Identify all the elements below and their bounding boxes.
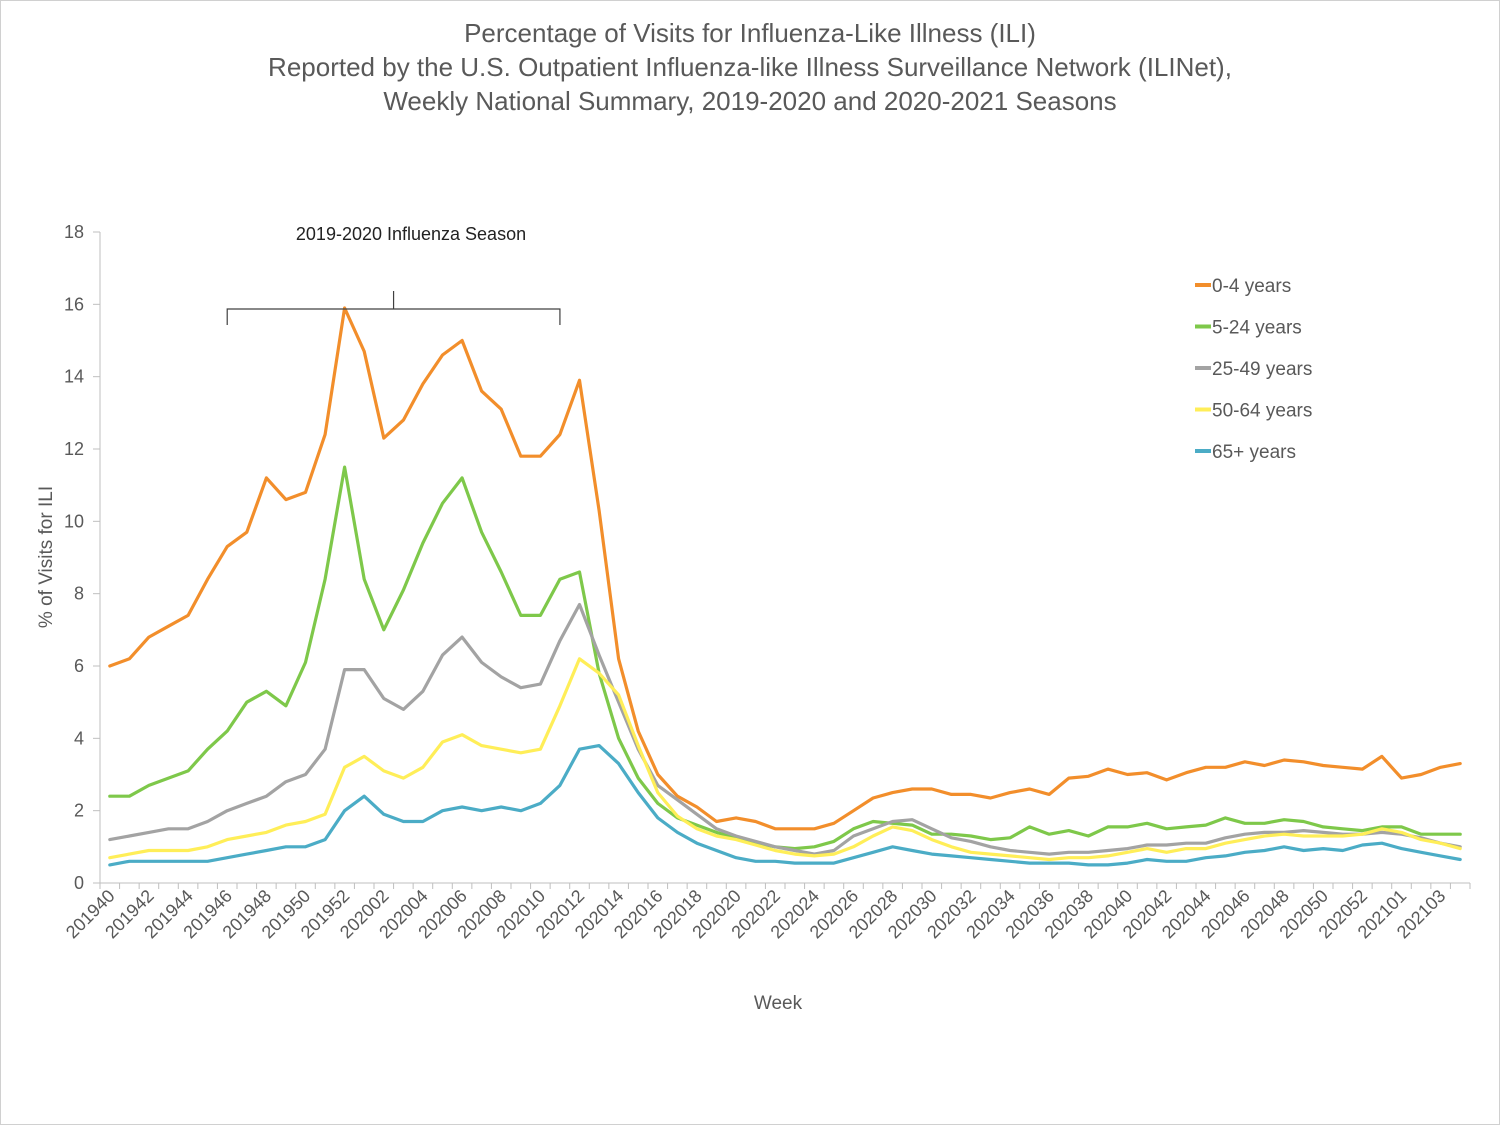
chart-title-line-2: Reported by the U.S. Outpatient Influenz… <box>268 52 1232 82</box>
y-tick-label: 12 <box>64 439 84 459</box>
series-lines <box>108 306 1462 867</box>
series-line-50-64-years <box>108 657 1462 862</box>
y-tick-label: 16 <box>64 294 84 314</box>
y-tick-label: 8 <box>74 584 84 604</box>
legend-label-0-4-years: 0-4 years <box>1212 276 1291 297</box>
y-tick-label: 18 <box>64 222 84 242</box>
season-annotation: 2019-2020 Influenza Season <box>226 224 561 325</box>
series-line-5-24-years <box>108 465 1462 851</box>
series-line-65plus-years <box>108 743 1462 867</box>
y-tick-label: 2 <box>74 801 84 821</box>
season-annotation-label: 2019-2020 Influenza Season <box>296 224 526 244</box>
chart-title-line-1: Percentage of Visits for Influenza-Like … <box>464 18 1036 48</box>
chart-title-line-3: Weekly National Summary, 2019-2020 and 2… <box>383 86 1117 116</box>
legend-label-50-64-years: 50-64 years <box>1212 401 1312 422</box>
x-axis-title: Week <box>754 993 803 1014</box>
legend: 0-4 years 5-24 years 25-49 years 50-64 year… <box>1195 276 1312 463</box>
season-bracket <box>226 291 561 325</box>
y-tick-label: 6 <box>74 656 84 676</box>
y-tick-labels: 0 2 4 6 8 10 12 14 16 18 <box>64 222 84 893</box>
y-tick-label: 10 <box>64 511 84 531</box>
y-axis-title: % of Visits for ILI <box>36 486 57 628</box>
legend-label-25-49-years: 25-49 years <box>1212 359 1312 380</box>
y-tick-label: 14 <box>64 367 84 387</box>
legend-label-65plus-years: 65+ years <box>1212 442 1296 463</box>
y-tick-label: 0 <box>74 873 84 893</box>
series-line-25-49-years <box>108 602 1462 856</box>
x-tick-labels: 2019402019422019442019462019482019502019… <box>62 886 1449 943</box>
legend-label-5-24-years: 5-24 years <box>1212 318 1302 339</box>
axes <box>93 231 1471 889</box>
y-tick-label: 4 <box>74 728 84 748</box>
series-line-0-4-years <box>108 306 1462 831</box>
